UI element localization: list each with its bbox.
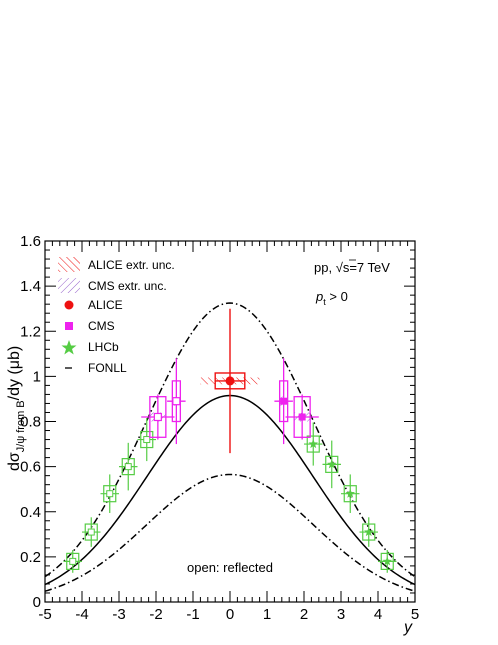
lhcb-marker bbox=[308, 439, 319, 449]
legend-entry-cms: CMS bbox=[65, 319, 115, 333]
x-tick-label: -2 bbox=[149, 606, 162, 623]
legend: ALICE extr. unc. CMS extr. unc. ALICE CM… bbox=[58, 257, 175, 375]
lhcb-marker bbox=[382, 556, 393, 566]
energy-prefix: pp, bbox=[314, 260, 336, 275]
pt-symbol: p bbox=[315, 289, 323, 304]
energy-value: s=7 TeV bbox=[343, 260, 390, 275]
y-axis-title-main: dσ bbox=[6, 452, 23, 471]
legend-label-alice: ALICE bbox=[88, 298, 123, 312]
legend-entry-alice-extr: ALICE extr. unc. bbox=[58, 257, 175, 272]
legend-label-cms: CMS bbox=[88, 319, 115, 333]
x-tick-label: 2 bbox=[300, 606, 308, 623]
y-tick-label: 1 bbox=[33, 368, 41, 385]
cms-marker bbox=[298, 413, 306, 421]
legend-entry-alice: ALICE bbox=[64, 298, 123, 312]
y-tick-label: 0.6 bbox=[20, 459, 41, 476]
x-tick-label: 1 bbox=[263, 606, 271, 623]
x-tick-label: 4 bbox=[374, 606, 382, 623]
lhcb-marker bbox=[326, 459, 337, 469]
axis-ticks: -5 -4 -3 -2 -1 0 1 2 3 4 5 0 0.2 0.4 0.6 0.8 1 1.2 1.4 1.6 bbox=[20, 233, 419, 623]
legend-symbol-star-green bbox=[61, 340, 77, 355]
y-axis-title-sub: J/ψ from B bbox=[15, 400, 27, 452]
legend-label-cms-extr: CMS extr. unc. bbox=[88, 279, 167, 293]
svg-text:pp, √s=7 TeV: pp, √s=7 TeV bbox=[314, 260, 390, 275]
legend-entry-fonll: FONLL bbox=[65, 361, 127, 375]
cms-marker bbox=[280, 397, 288, 405]
y-tick-label: 0.2 bbox=[20, 549, 41, 566]
lhcb-reflected-marker bbox=[124, 463, 132, 471]
data-points bbox=[63, 308, 397, 573]
pt-cond: > 0 bbox=[326, 289, 348, 304]
pt-sub: t bbox=[323, 297, 326, 307]
pt-annotation: pt > 0 bbox=[315, 289, 348, 307]
x-tick-label: 0 bbox=[226, 606, 234, 623]
fonll-lower-curve bbox=[44, 473, 416, 592]
y-axis-title: dσJ/ψ from B/dy (μb) bbox=[6, 346, 27, 471]
cms-reflected-marker bbox=[153, 412, 162, 422]
energy-annotation: pp, √s=7 TeV bbox=[314, 259, 390, 275]
x-tick-label: -5 bbox=[38, 606, 51, 623]
y-tick-label: 1.2 bbox=[20, 323, 41, 340]
lhcb-reflected-marker bbox=[143, 436, 151, 444]
x-axis-title: y bbox=[403, 619, 413, 636]
lhcb-reflected-marker bbox=[69, 557, 77, 565]
lhcb-reflected-marker bbox=[87, 528, 95, 536]
y-tick-label: 0 bbox=[33, 594, 41, 611]
legend-label-fonll: FONLL bbox=[88, 361, 127, 375]
lhcb-marker bbox=[363, 527, 374, 537]
legend-symbol-hatch-red bbox=[58, 257, 80, 272]
legend-entry-cms-extr: CMS extr. unc. bbox=[58, 278, 167, 293]
y-axis-title-tail: /dy (μb) bbox=[6, 346, 23, 401]
alice-marker bbox=[225, 376, 235, 386]
lhcb-marker bbox=[345, 488, 356, 498]
x-tick-label: -1 bbox=[186, 606, 199, 623]
x-tick-label: -3 bbox=[112, 606, 125, 623]
legend-symbol-square-magenta bbox=[65, 322, 73, 330]
legend-label-lhcb: LHCb bbox=[88, 340, 119, 354]
y-tick-label: 0.4 bbox=[20, 504, 41, 521]
legend-label-alice-extr: ALICE extr. unc. bbox=[88, 258, 175, 272]
sqrt-symbol: √ bbox=[336, 260, 344, 275]
legend-symbol-hatch-violet bbox=[58, 278, 80, 293]
y-tick-label: 1.4 bbox=[20, 278, 41, 295]
x-tick-label: -4 bbox=[75, 606, 88, 623]
legend-symbol-circle-red bbox=[64, 300, 74, 310]
x-tick-label: 3 bbox=[337, 606, 345, 623]
y-tick-label: 1.6 bbox=[20, 233, 41, 250]
cms-reflected-marker bbox=[172, 397, 181, 406]
x-tick-label: 5 bbox=[411, 606, 419, 623]
footnote-open-reflected: open: reflected bbox=[187, 560, 273, 575]
y-tick-label: 0.8 bbox=[20, 414, 41, 431]
legend-entry-lhcb: LHCb bbox=[61, 340, 119, 355]
lhcb-reflected-marker bbox=[106, 490, 114, 498]
